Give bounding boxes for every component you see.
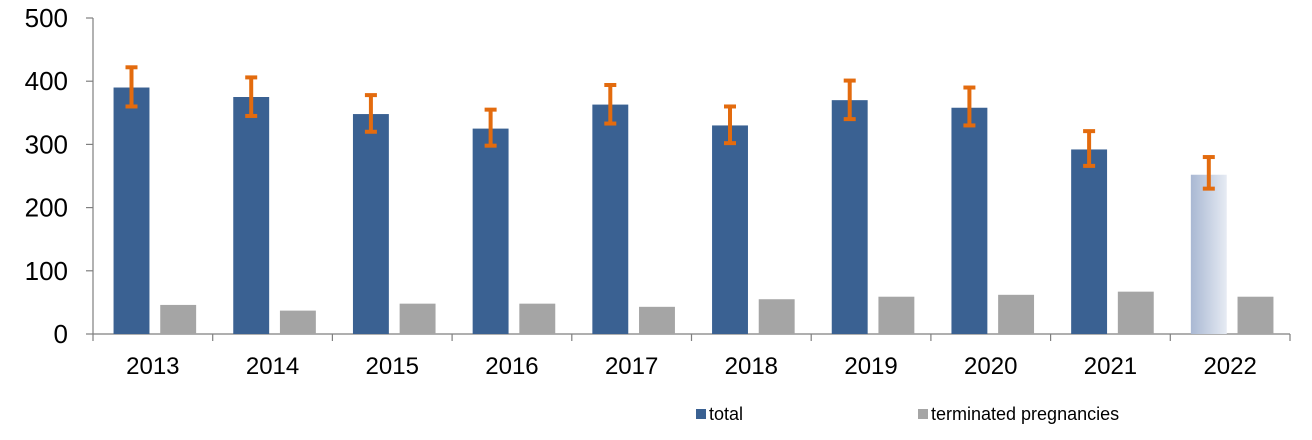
bar-total-2018 [712,125,748,334]
error-bar-2017 [604,82,617,126]
error-bar-2015 [364,93,377,134]
error-bar-2021 [1083,129,1096,168]
error-bar-2013 [125,65,138,109]
x-tick-label: 2019 [844,353,897,380]
x-tick-label: 2014 [246,353,299,380]
y-tick-label: 100 [25,256,68,286]
error-bar-2018 [724,104,737,146]
y-tick-label: 500 [25,3,68,33]
legend-label: total [709,404,743,424]
y-tick-label: 200 [25,193,68,223]
x-tick-label: 2020 [964,353,1017,380]
bar-total-2020 [951,107,988,334]
y-tick-label: 400 [25,66,68,96]
x-tick-label: 2022 [1203,353,1256,380]
error-bar-2019 [843,78,856,122]
bars [113,87,1274,335]
bar-total-2013 [113,87,150,335]
x-tick-label: 2013 [126,353,179,380]
bar-terminated-2014 [279,310,316,334]
bar-total-2022 [1190,174,1227,334]
bar-total-2015 [352,114,389,335]
legend-swatch-0 [696,409,706,419]
bar-terminated-2013 [160,304,197,334]
error-bar-2014 [245,75,258,118]
bar-terminated-2015 [399,303,436,334]
x-tick-label: 2015 [366,353,419,380]
bar-total-2014 [233,97,270,334]
bar-terminated-2017 [639,306,675,334]
y-axis: 0 100 200 300 400 500 [25,3,94,349]
bar-terminated-2018 [758,299,795,334]
bar-total-2017 [592,104,629,334]
error-bar-2022 [1202,155,1215,191]
legend-swatch-1 [918,409,928,419]
x-tick-label: 2017 [605,353,658,380]
x-tick-label: 2021 [1084,353,1137,380]
bar-terminated-2022 [1237,296,1274,334]
bar-terminated-2016 [519,303,556,334]
bar-total-2019 [831,100,868,334]
y-tick-label: 0 [54,319,68,349]
bar-total-2021 [1071,149,1108,334]
x-tick-label: 2018 [725,353,778,380]
error-bar-2020 [963,85,976,128]
error-bars [125,65,1215,191]
legend: total terminated pregnancies [696,404,1119,424]
x-tick-label: 2016 [485,353,538,380]
bar-terminated-2019 [878,296,915,334]
bar-terminated-2021 [1117,291,1154,334]
bar-total-2016 [472,128,509,334]
y-tick-label: 300 [25,129,68,159]
bar-terminated-2020 [998,294,1035,334]
error-bar-2016 [484,107,497,148]
x-axis: 2013 2014 2015 2016 2017 2018 2019 2020 2021 2022 [92,333,1291,380]
legend-label: terminated pregnancies [931,404,1119,424]
